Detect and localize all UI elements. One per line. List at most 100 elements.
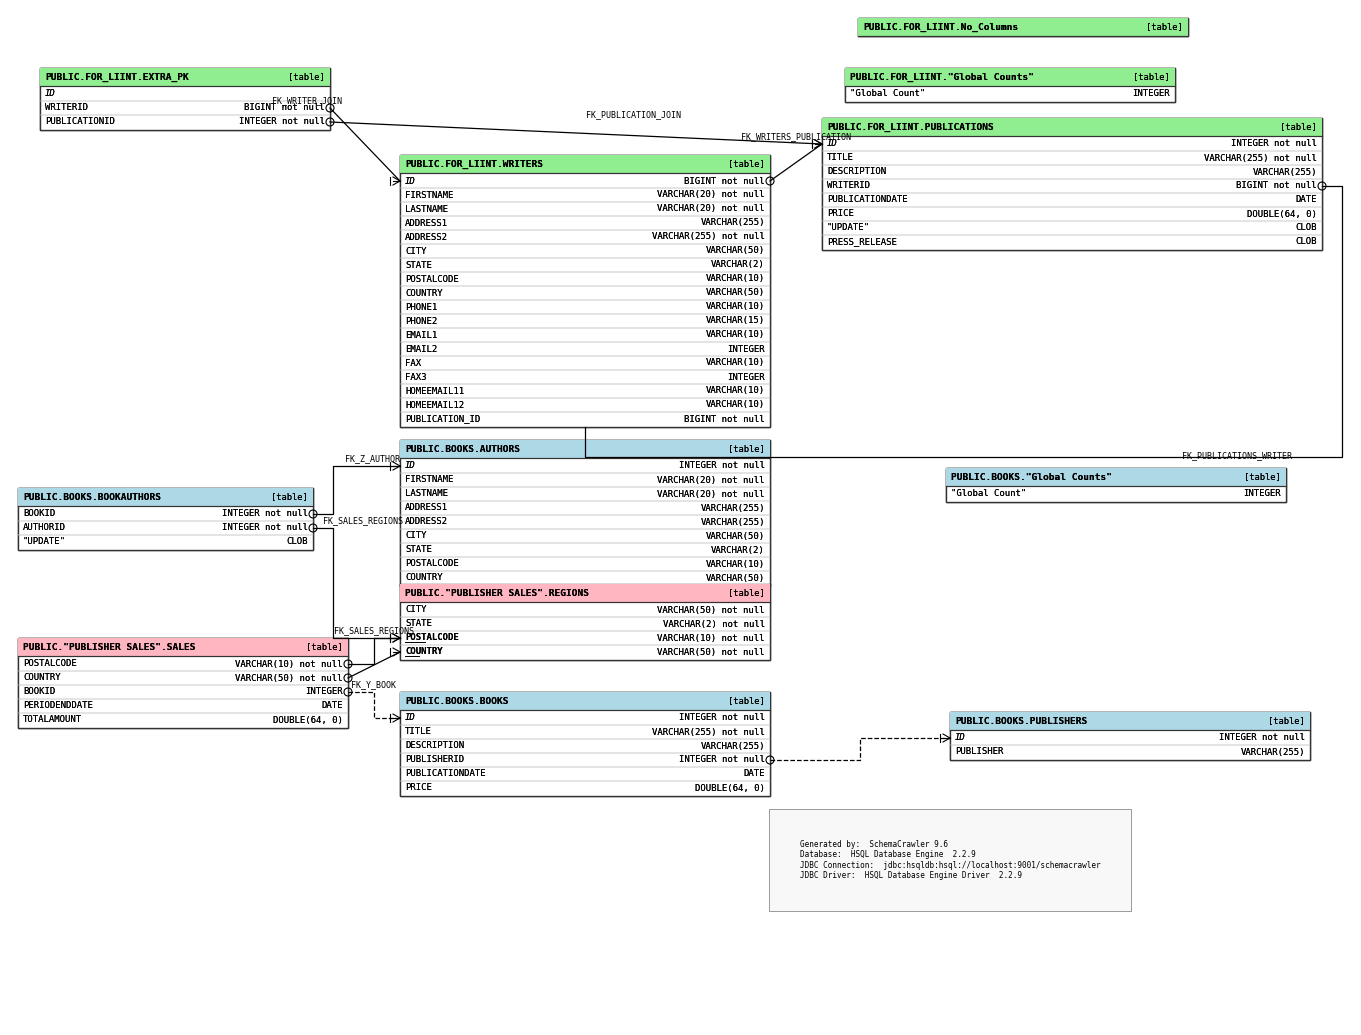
Text: COUNTRY: COUNTRY [406,289,442,297]
Text: PERIODENDDATE: PERIODENDDATE [23,702,93,710]
Text: VARCHAR(2): VARCHAR(2) [712,261,765,269]
Text: PRESS_RELEASE: PRESS_RELEASE [827,237,897,246]
Text: VARCHAR(2): VARCHAR(2) [712,545,765,555]
Text: BIGINT not null: BIGINT not null [245,104,325,113]
Text: DOUBLE(64, 0): DOUBLE(64, 0) [1247,209,1317,218]
Text: VARCHAR(255) not null: VARCHAR(255) not null [1204,153,1317,162]
Text: CITY: CITY [406,532,426,540]
FancyBboxPatch shape [400,440,770,459]
Text: VARCHAR(10): VARCHAR(10) [706,302,765,312]
FancyBboxPatch shape [39,68,329,86]
FancyBboxPatch shape [845,68,1175,102]
Text: FAX: FAX [406,358,421,367]
Text: VARCHAR(10): VARCHAR(10) [706,358,765,367]
Text: STATE: STATE [406,545,431,555]
Text: VARCHAR(50) not null: VARCHAR(50) not null [657,648,765,656]
Text: CLOB: CLOB [1296,224,1317,233]
Text: PUBLICATION_ID: PUBLICATION_ID [406,414,480,423]
Text: VARCHAR(50): VARCHAR(50) [706,532,765,540]
FancyBboxPatch shape [950,712,1311,760]
Text: VARCHAR(2): VARCHAR(2) [712,545,765,555]
FancyBboxPatch shape [946,468,1286,486]
Text: VARCHAR(255): VARCHAR(255) [701,741,765,750]
FancyBboxPatch shape [400,155,770,427]
Text: CITY: CITY [406,605,426,615]
Text: FIRSTNAME: FIRSTNAME [406,475,453,484]
Text: FK_SALES_REGIONS: FK_SALES_REGIONS [323,516,403,525]
Text: DESCRIPTION: DESCRIPTION [827,168,886,177]
Text: ADDRESS2: ADDRESS2 [406,518,448,527]
Text: INTEGER not null: INTEGER not null [240,118,325,126]
Text: ID: ID [406,462,415,471]
Text: INTEGER: INTEGER [1244,490,1281,499]
Text: [table]: [table] [289,72,325,82]
Text: [table]: [table] [728,444,765,453]
Text: FK_Y_BOOK: FK_Y_BOOK [351,680,396,689]
Text: VARCHAR(2): VARCHAR(2) [712,261,765,269]
FancyBboxPatch shape [950,712,1311,730]
Text: VARCHAR(20) not null: VARCHAR(20) not null [657,205,765,213]
Text: ADDRESS2: ADDRESS2 [406,233,448,241]
Text: COUNTRY: COUNTRY [23,674,61,682]
Text: "UPDATE": "UPDATE" [23,537,65,546]
Text: INTEGER: INTEGER [727,373,765,382]
Text: CLOB: CLOB [1296,224,1317,233]
FancyBboxPatch shape [400,440,770,586]
Text: VARCHAR(50) not null: VARCHAR(50) not null [235,674,343,682]
Text: "Global Count": "Global Count" [851,89,925,98]
Text: AUTHORID: AUTHORID [23,524,65,532]
FancyBboxPatch shape [845,68,1175,86]
Text: HOMEEMAIL12: HOMEEMAIL12 [406,401,464,410]
Text: VARCHAR(15): VARCHAR(15) [706,317,765,325]
Text: DESCRIPTION: DESCRIPTION [827,168,886,177]
FancyBboxPatch shape [950,712,1311,760]
Text: [table]: [table] [1244,473,1281,481]
Text: FIRSTNAME: FIRSTNAME [406,190,453,200]
Text: VARCHAR(50) not null: VARCHAR(50) not null [657,605,765,615]
Text: FK_PUBLICATIONS_WRITER: FK_PUBLICATIONS_WRITER [1181,451,1292,460]
Text: INTEGER not null: INTEGER not null [1230,140,1317,148]
Text: PUBLISHER: PUBLISHER [955,747,1003,757]
Text: POSTALCODE: POSTALCODE [406,274,459,284]
Text: PHONE1: PHONE1 [406,302,437,312]
FancyBboxPatch shape [400,155,770,173]
Text: VARCHAR(10): VARCHAR(10) [706,274,765,284]
Text: DOUBLE(64, 0): DOUBLE(64, 0) [274,715,343,724]
Text: BIGINT not null: BIGINT not null [685,414,765,423]
Text: COUNTRY: COUNTRY [406,573,442,583]
Text: PUBLIC."PUBLISHER SALES".REGIONS: PUBLIC."PUBLISHER SALES".REGIONS [406,589,589,597]
Text: PUBLIC.BOOKS.BOOKS: PUBLIC.BOOKS.BOOKS [406,697,509,706]
Text: [table]: [table] [728,589,765,597]
Text: VARCHAR(2) not null: VARCHAR(2) not null [663,620,765,628]
Text: PRICE: PRICE [406,783,431,793]
Text: VARCHAR(255) not null: VARCHAR(255) not null [1204,153,1317,162]
Text: COUNTRY: COUNTRY [23,674,61,682]
Text: [table]: [table] [728,697,765,706]
Text: ID: ID [406,713,415,722]
Text: PUBLIC.FOR_LIINT."Global Counts": PUBLIC.FOR_LIINT."Global Counts" [851,72,1034,82]
FancyBboxPatch shape [18,487,313,550]
FancyBboxPatch shape [822,118,1322,250]
Text: CITY: CITY [406,605,426,615]
Text: [table]: [table] [728,444,765,453]
Text: VARCHAR(10): VARCHAR(10) [706,560,765,568]
Text: ID: ID [406,177,415,185]
FancyBboxPatch shape [400,440,770,459]
Text: PUBLIC.BOOKS."Global Counts": PUBLIC.BOOKS."Global Counts" [951,473,1112,481]
FancyBboxPatch shape [39,68,329,130]
Text: [table]: [table] [1146,23,1183,31]
Text: POSTALCODE: POSTALCODE [406,633,459,643]
Text: STATE: STATE [406,620,431,628]
FancyBboxPatch shape [946,468,1286,486]
Text: [table]: [table] [1146,23,1183,31]
Text: BIGINT not null: BIGINT not null [1236,181,1317,190]
Text: ADDRESS2: ADDRESS2 [406,233,448,241]
Text: FIRSTNAME: FIRSTNAME [406,190,453,200]
FancyBboxPatch shape [822,118,1322,136]
Text: HOMEEMAIL12: HOMEEMAIL12 [406,401,464,410]
Text: PUBLIC.BOOKS.AUTHORS: PUBLIC.BOOKS.AUTHORS [406,444,520,453]
FancyBboxPatch shape [845,68,1175,102]
Text: VARCHAR(255): VARCHAR(255) [701,518,765,527]
Text: POSTALCODE: POSTALCODE [23,659,76,669]
Text: VARCHAR(50): VARCHAR(50) [706,289,765,297]
